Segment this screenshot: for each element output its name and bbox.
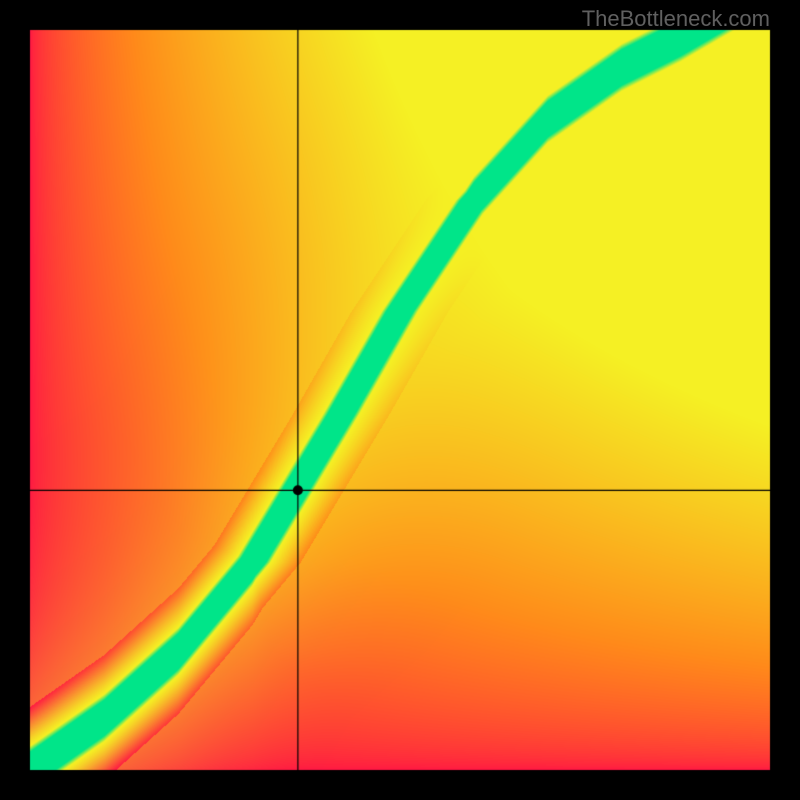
chart-container: TheBottleneck.com <box>0 0 800 800</box>
bottleneck-heatmap <box>0 0 800 800</box>
watermark-text: TheBottleneck.com <box>582 6 770 32</box>
